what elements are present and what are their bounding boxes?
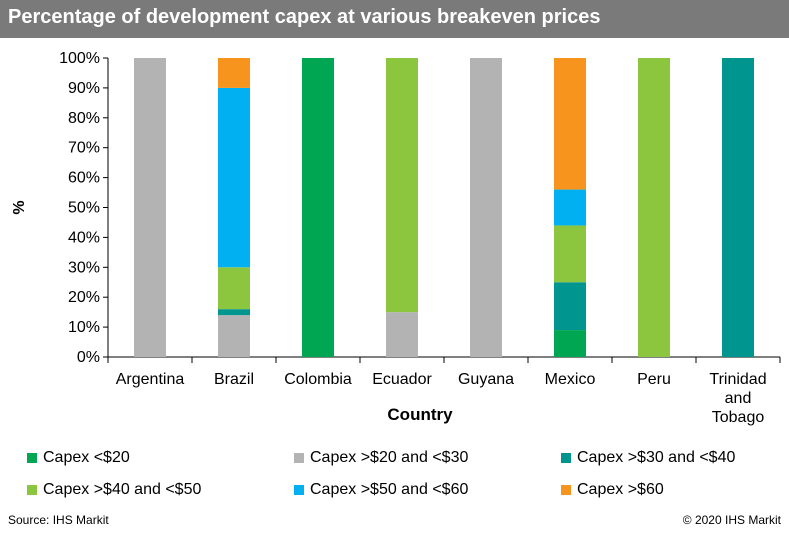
legend-item: Capex >$60 (561, 480, 664, 500)
title-bar: Percentage of development capex at vario… (0, 0, 789, 38)
bar-segment (554, 189, 586, 226)
y-tick-label: 30% (68, 259, 100, 276)
x-tick-label: Trinidad (709, 371, 766, 388)
y-tick-label: 20% (68, 289, 100, 306)
bar-segment (554, 282, 586, 331)
bar-segment (218, 315, 250, 357)
legend-swatch (27, 485, 37, 495)
y-tick-label: 80% (68, 110, 100, 127)
bar-segment (554, 330, 586, 357)
x-tick-label: Argentina (116, 371, 185, 388)
x-tick-label: and (725, 390, 752, 407)
legend-swatch (561, 453, 571, 463)
bar-segment (386, 58, 418, 313)
legend-item: Capex >$30 and <$40 (561, 448, 735, 468)
legend-label: Capex >$60 (577, 481, 664, 498)
legend-swatch (27, 453, 37, 463)
bar-segment (470, 58, 502, 357)
legend-item: Capex >$40 and <$50 (27, 480, 201, 500)
bar-segment (134, 58, 166, 357)
y-tick-label: 60% (68, 170, 100, 187)
legend-label: Capex >$30 and <$40 (577, 449, 736, 466)
x-tick-label: Mexico (545, 371, 596, 388)
legend-item: Capex >$20 and <$30 (294, 448, 468, 468)
legend-label: Capex <$20 (43, 449, 130, 466)
y-tick-label: 40% (68, 229, 100, 246)
x-tick-label: Brazil (214, 371, 254, 388)
bar-segment (554, 58, 586, 190)
legend-swatch (294, 485, 304, 495)
source-note: Source: IHS Markit (8, 513, 109, 527)
bar-segment (218, 58, 250, 88)
bar-segment (218, 309, 250, 316)
bar-segment (722, 58, 754, 357)
legend-swatch (294, 453, 304, 463)
bar-segment (554, 225, 586, 283)
x-tick-label: Guyana (458, 371, 514, 388)
y-tick-label: 0% (77, 349, 100, 366)
x-tick-label: Peru (637, 371, 671, 388)
chart-title: Percentage of development capex at vario… (8, 6, 601, 28)
stacked-bar-chart: 0% 10% 20% 30% 40% 50% 60% 70% 80% 90% 100% Argenti… (11, 50, 781, 426)
legend-label: Capex >$20 and <$30 (310, 449, 469, 466)
y-tick-label: 90% (68, 80, 100, 97)
y-tick-label: 100% (59, 50, 100, 67)
x-tick-label: Colombia (284, 371, 352, 388)
y-tick-label: 50% (68, 200, 100, 217)
legend-item: Capex <$20 (27, 448, 130, 468)
y-axis-label: % (11, 200, 28, 214)
y-tick-label: 70% (68, 140, 100, 157)
legend-label: Capex >$40 and <$50 (43, 481, 202, 498)
bar-segment (638, 58, 670, 357)
x-axis-label: Country (387, 405, 453, 424)
bar-segment (386, 312, 418, 357)
bar-segment (302, 58, 334, 357)
copyright-note: © 2020 IHS Markit (682, 513, 781, 527)
x-tick-label: Tobago (712, 409, 765, 426)
x-tick-label: Ecuador (372, 371, 432, 388)
legend-label: Capex >$50 and <$60 (310, 481, 469, 498)
legend-item: Capex >$50 and <$60 (294, 480, 468, 500)
bar-segment (218, 87, 250, 268)
y-tick-label: 10% (68, 319, 100, 336)
bar-segment (218, 267, 250, 310)
legend-swatch (561, 485, 571, 495)
